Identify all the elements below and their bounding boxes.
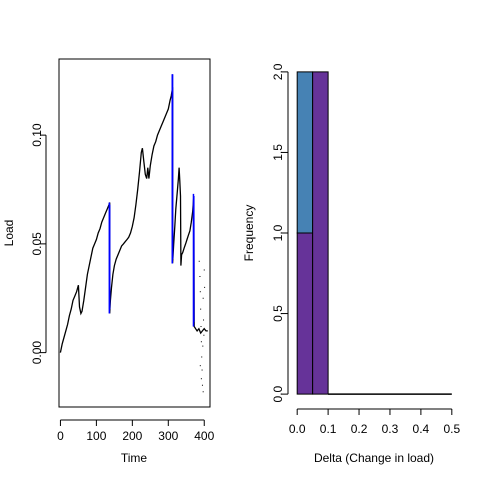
load-point-16 [201, 378, 202, 379]
load-point-9 [202, 346, 203, 347]
histogram-bar-1-0 [313, 72, 328, 394]
left-y-axis-label: Load [2, 220, 16, 247]
load-point-5 [201, 341, 202, 342]
load-point-3 [200, 309, 201, 310]
right-y-tick-label: 0.5 [271, 305, 285, 322]
right-y-tick-label: 2.0 [271, 63, 285, 80]
load-point-1 [199, 276, 200, 277]
load-point-6 [201, 356, 202, 357]
load-point-12 [203, 335, 204, 336]
right-x-tick-label: 0.3 [382, 422, 399, 436]
histogram-bar-0-0 [297, 233, 312, 394]
left-x-tick-label: 400 [194, 429, 214, 443]
right-x-axis-label: Delta (Change in load) [314, 451, 434, 465]
load-point-7 [202, 370, 203, 371]
left-y-tick-label: 0.00 [30, 341, 44, 365]
histogram-bar-0-1 [297, 72, 312, 233]
load-point-2 [200, 291, 201, 292]
right-y-tick-label: 1.5 [271, 144, 285, 161]
right-y-tick-label: 0.0 [271, 385, 285, 402]
right-y-tick-label: 1.0 [271, 224, 285, 241]
left-x-tick-label: 100 [86, 429, 106, 443]
load-point-8 [202, 385, 203, 386]
left-x-tick-label: 300 [158, 429, 178, 443]
load-point-17 [203, 391, 204, 392]
load-point-13 [204, 269, 205, 270]
left-x-axis-label: Time [121, 451, 148, 465]
right-x-tick-label: 0.5 [443, 422, 460, 436]
right-x-tick-label: 0.0 [289, 422, 306, 436]
left-y-tick-label: 0.10 [30, 123, 44, 147]
right-y-axis-label: Frequency [242, 205, 256, 262]
right-x-tick-label: 0.1 [320, 422, 337, 436]
right-x-tick-label: 0.4 [413, 422, 430, 436]
load-point-10 [203, 298, 204, 299]
left-x-tick-label: 0 [57, 429, 64, 443]
load-point-4 [201, 326, 202, 327]
left-y-tick-label: 0.05 [30, 232, 44, 256]
load-point-0 [199, 261, 200, 262]
load-point-15 [200, 365, 201, 366]
right-x-tick-label: 0.2 [351, 422, 368, 436]
left-x-tick-label: 200 [122, 429, 142, 443]
load-point-11 [203, 320, 204, 321]
load-point-14 [204, 287, 205, 288]
